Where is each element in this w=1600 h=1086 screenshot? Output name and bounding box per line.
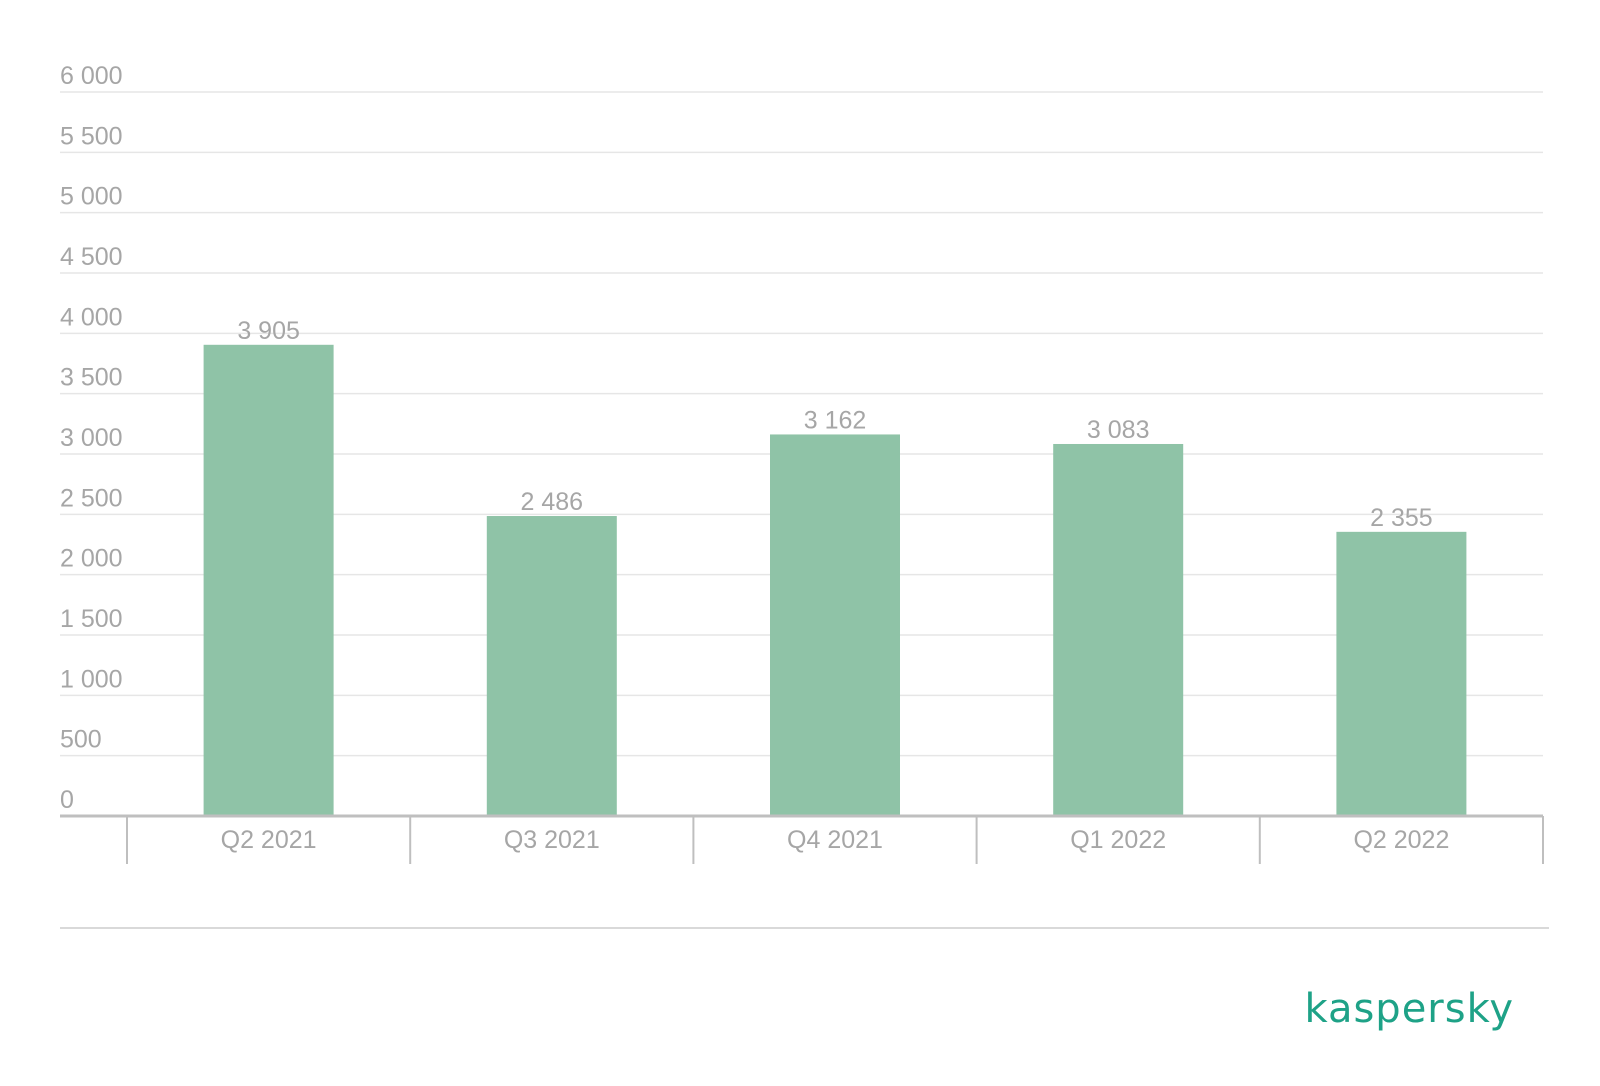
y-tick-label: 2 000: [60, 545, 123, 573]
y-tick-label: 4 000: [60, 303, 123, 331]
x-tick-label: Q4 2021: [787, 826, 883, 854]
bar: [770, 434, 900, 816]
y-tick-label: 3 000: [60, 424, 123, 452]
x-tick-label: Q2 2022: [1353, 826, 1449, 854]
x-tick-label: Q1 2022: [1070, 826, 1166, 854]
x-tick-label: Q2 2021: [221, 826, 317, 854]
bar: [1053, 443, 1184, 816]
bar: [486, 516, 617, 816]
kaspersky-logo: kaspersky: [1304, 986, 1514, 1032]
x-axis: [60, 814, 1544, 864]
bar: [203, 344, 334, 816]
data-label: 2 486: [521, 488, 584, 516]
bar: [1336, 531, 1467, 816]
data-label: 2 355: [1370, 504, 1433, 532]
data-label: 3 083: [1087, 416, 1150, 444]
y-tick-label: 4 500: [60, 243, 123, 271]
data-label: 3 905: [237, 317, 300, 345]
y-tick-label: 2 500: [60, 484, 123, 512]
data-label: 3 162: [804, 406, 867, 434]
y-tick-label: 0: [60, 786, 74, 814]
y-axis-tick-labels: 0 500 1 000 1 500 2 000 2 500 3 000 3 500 4 000 4…: [60, 62, 123, 814]
x-axis-category-labels: Q2 2021 Q3 2021 Q4 2021 Q1 2022 Q2 2022: [221, 826, 1450, 854]
y-tick-label: 500: [60, 726, 102, 754]
data-labels: 3 905 2 486 3 162 3 083 2 355: [237, 317, 1432, 532]
y-tick-label: 3 500: [60, 364, 123, 392]
y-tick-label: 5 500: [60, 122, 123, 150]
bars: [203, 344, 1467, 816]
y-tick-label: 6 000: [60, 62, 123, 90]
x-tick-label: Q3 2021: [504, 826, 600, 854]
y-tick-label: 5 000: [60, 183, 123, 211]
y-tick-label: 1 500: [60, 605, 123, 633]
y-tick-label: 1 000: [60, 665, 123, 693]
